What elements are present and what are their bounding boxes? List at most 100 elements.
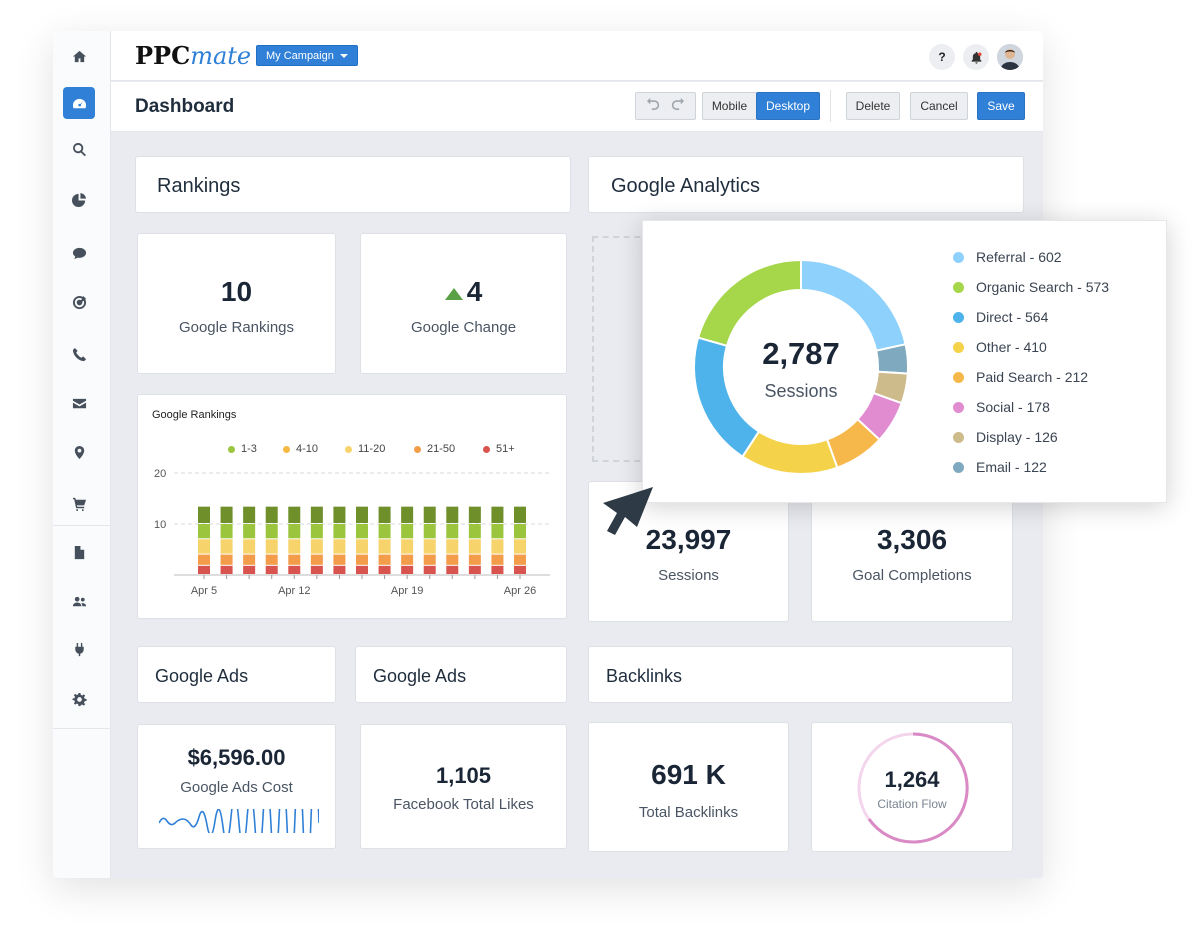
bar-segment[interactable] xyxy=(288,565,301,574)
bar-segment[interactable] xyxy=(423,565,436,574)
bar-segment[interactable] xyxy=(378,565,391,574)
bar-segment[interactable] xyxy=(468,565,481,574)
bar-segment[interactable] xyxy=(401,506,414,523)
cancel-button[interactable]: Cancel xyxy=(910,92,968,120)
users-icon[interactable] xyxy=(63,585,95,617)
bar-segment[interactable] xyxy=(378,506,391,523)
sessions-donut-popup[interactable]: 2,787 Sessions Referral - 602 Organic Sea… xyxy=(642,220,1167,503)
bar-segment[interactable] xyxy=(265,506,278,523)
donut-legend-item[interactable]: Organic Search - 573 xyxy=(953,279,1109,295)
donut-legend-item[interactable]: Other - 410 xyxy=(953,339,1047,355)
bar-segment[interactable] xyxy=(310,554,323,565)
bar-segment[interactable] xyxy=(378,554,391,565)
bar-segment[interactable] xyxy=(378,539,391,554)
bar-segment[interactable] xyxy=(220,554,233,565)
bar-segment[interactable] xyxy=(514,565,526,574)
bar-segment[interactable] xyxy=(288,554,301,565)
goal-completions-card[interactable]: 3,306 Goal Completions xyxy=(811,481,1013,622)
bar-segment[interactable] xyxy=(198,506,210,523)
undo-icon[interactable] xyxy=(646,93,660,119)
total-backlinks-card[interactable]: 691 K Total Backlinks xyxy=(588,722,789,852)
bar-segment[interactable] xyxy=(423,524,436,539)
target-icon[interactable] xyxy=(63,286,95,318)
bar-segment[interactable] xyxy=(243,554,256,565)
bar-segment[interactable] xyxy=(310,539,323,554)
save-button[interactable]: Save xyxy=(977,92,1025,120)
delete-button[interactable]: Delete xyxy=(846,92,900,120)
bar-segment[interactable] xyxy=(243,539,256,554)
redo-icon[interactable] xyxy=(671,93,685,119)
bar-segment[interactable] xyxy=(220,539,233,554)
bar-segment[interactable] xyxy=(333,524,346,539)
dashboard-icon[interactable] xyxy=(63,87,95,119)
help-button[interactable]: ? xyxy=(929,44,955,70)
bar-segment[interactable] xyxy=(468,539,481,554)
bar-segment[interactable] xyxy=(491,554,504,565)
bar-segment[interactable] xyxy=(310,506,323,523)
bar-segment[interactable] xyxy=(446,539,459,554)
bar-segment[interactable] xyxy=(468,506,481,523)
donut-slice[interactable] xyxy=(741,430,839,475)
mobile-toggle-button[interactable]: Mobile xyxy=(702,92,757,120)
donut-legend-item[interactable]: Display - 126 xyxy=(953,429,1058,445)
google-rankings-card[interactable]: 10 Google Rankings xyxy=(137,233,336,374)
bar-segment[interactable] xyxy=(401,524,414,539)
phone-icon[interactable] xyxy=(63,338,95,370)
bar-segment[interactable] xyxy=(491,565,504,574)
bar-segment[interactable] xyxy=(401,565,414,574)
bar-segment[interactable] xyxy=(356,554,368,565)
desktop-toggle-button[interactable]: Desktop xyxy=(756,92,820,120)
campaign-dropdown[interactable]: My Campaign xyxy=(256,45,358,66)
bar-segment[interactable] xyxy=(243,524,256,539)
bar-segment[interactable] xyxy=(356,524,368,539)
bar-segment[interactable] xyxy=(220,565,233,574)
bar-segment[interactable] xyxy=(514,554,526,565)
bar-segment[interactable] xyxy=(310,565,323,574)
bar-segment[interactable] xyxy=(333,506,346,523)
bar-segment[interactable] xyxy=(423,506,436,523)
donut-legend-item[interactable]: Paid Search - 212 xyxy=(953,369,1088,385)
bar-segment[interactable] xyxy=(333,539,346,554)
gear-icon[interactable] xyxy=(63,683,95,715)
bar-segment[interactable] xyxy=(356,565,368,574)
bar-segment[interactable] xyxy=(491,506,504,523)
bar-segment[interactable] xyxy=(333,565,346,574)
donut-legend-item[interactable]: Direct - 564 xyxy=(953,309,1048,325)
document-icon[interactable] xyxy=(63,536,95,568)
logo[interactable]: PPCmate xyxy=(135,41,251,70)
plug-icon[interactable] xyxy=(63,633,95,665)
donut-slice[interactable] xyxy=(696,258,802,348)
bar-segment[interactable] xyxy=(356,506,368,523)
bar-segment[interactable] xyxy=(446,554,459,565)
bar-segment[interactable] xyxy=(514,524,526,539)
donut-slice[interactable] xyxy=(875,343,909,375)
bar-segment[interactable] xyxy=(423,554,436,565)
bar-segment[interactable] xyxy=(401,554,414,565)
chat-icon[interactable] xyxy=(63,237,95,269)
pie-chart-icon[interactable] xyxy=(63,183,95,215)
avatar[interactable] xyxy=(997,44,1023,70)
sessions-card[interactable]: 23,997 Sessions xyxy=(588,481,789,622)
bar-segment[interactable] xyxy=(378,524,391,539)
notifications-button[interactable] xyxy=(963,44,989,70)
legend-item[interactable]: 11-20 xyxy=(345,443,385,455)
bar-segment[interactable] xyxy=(423,539,436,554)
bar-segment[interactable] xyxy=(446,565,459,574)
bar-segment[interactable] xyxy=(491,539,504,554)
rankings-chart-card[interactable]: Google Rankings 1-3 4-10 11-20 21-50 51+ 20 1… xyxy=(137,394,567,619)
facebook-likes-card[interactable]: 1,105 Facebook Total Likes xyxy=(360,724,567,849)
bar-segment[interactable] xyxy=(446,506,459,523)
bar-segment[interactable] xyxy=(198,554,210,565)
bar-segment[interactable] xyxy=(288,539,301,554)
search-icon[interactable] xyxy=(63,133,95,165)
google-change-card[interactable]: 4 Google Change xyxy=(360,233,567,374)
bar-segment[interactable] xyxy=(198,524,210,539)
bar-segment[interactable] xyxy=(333,554,346,565)
bar-segment[interactable] xyxy=(514,539,526,554)
legend-item[interactable]: 51+ xyxy=(483,443,515,455)
bar-segment[interactable] xyxy=(220,506,233,523)
home-icon[interactable] xyxy=(63,40,95,72)
mail-icon[interactable] xyxy=(63,387,95,419)
bar-segment[interactable] xyxy=(468,554,481,565)
bar-segment[interactable] xyxy=(198,539,210,554)
